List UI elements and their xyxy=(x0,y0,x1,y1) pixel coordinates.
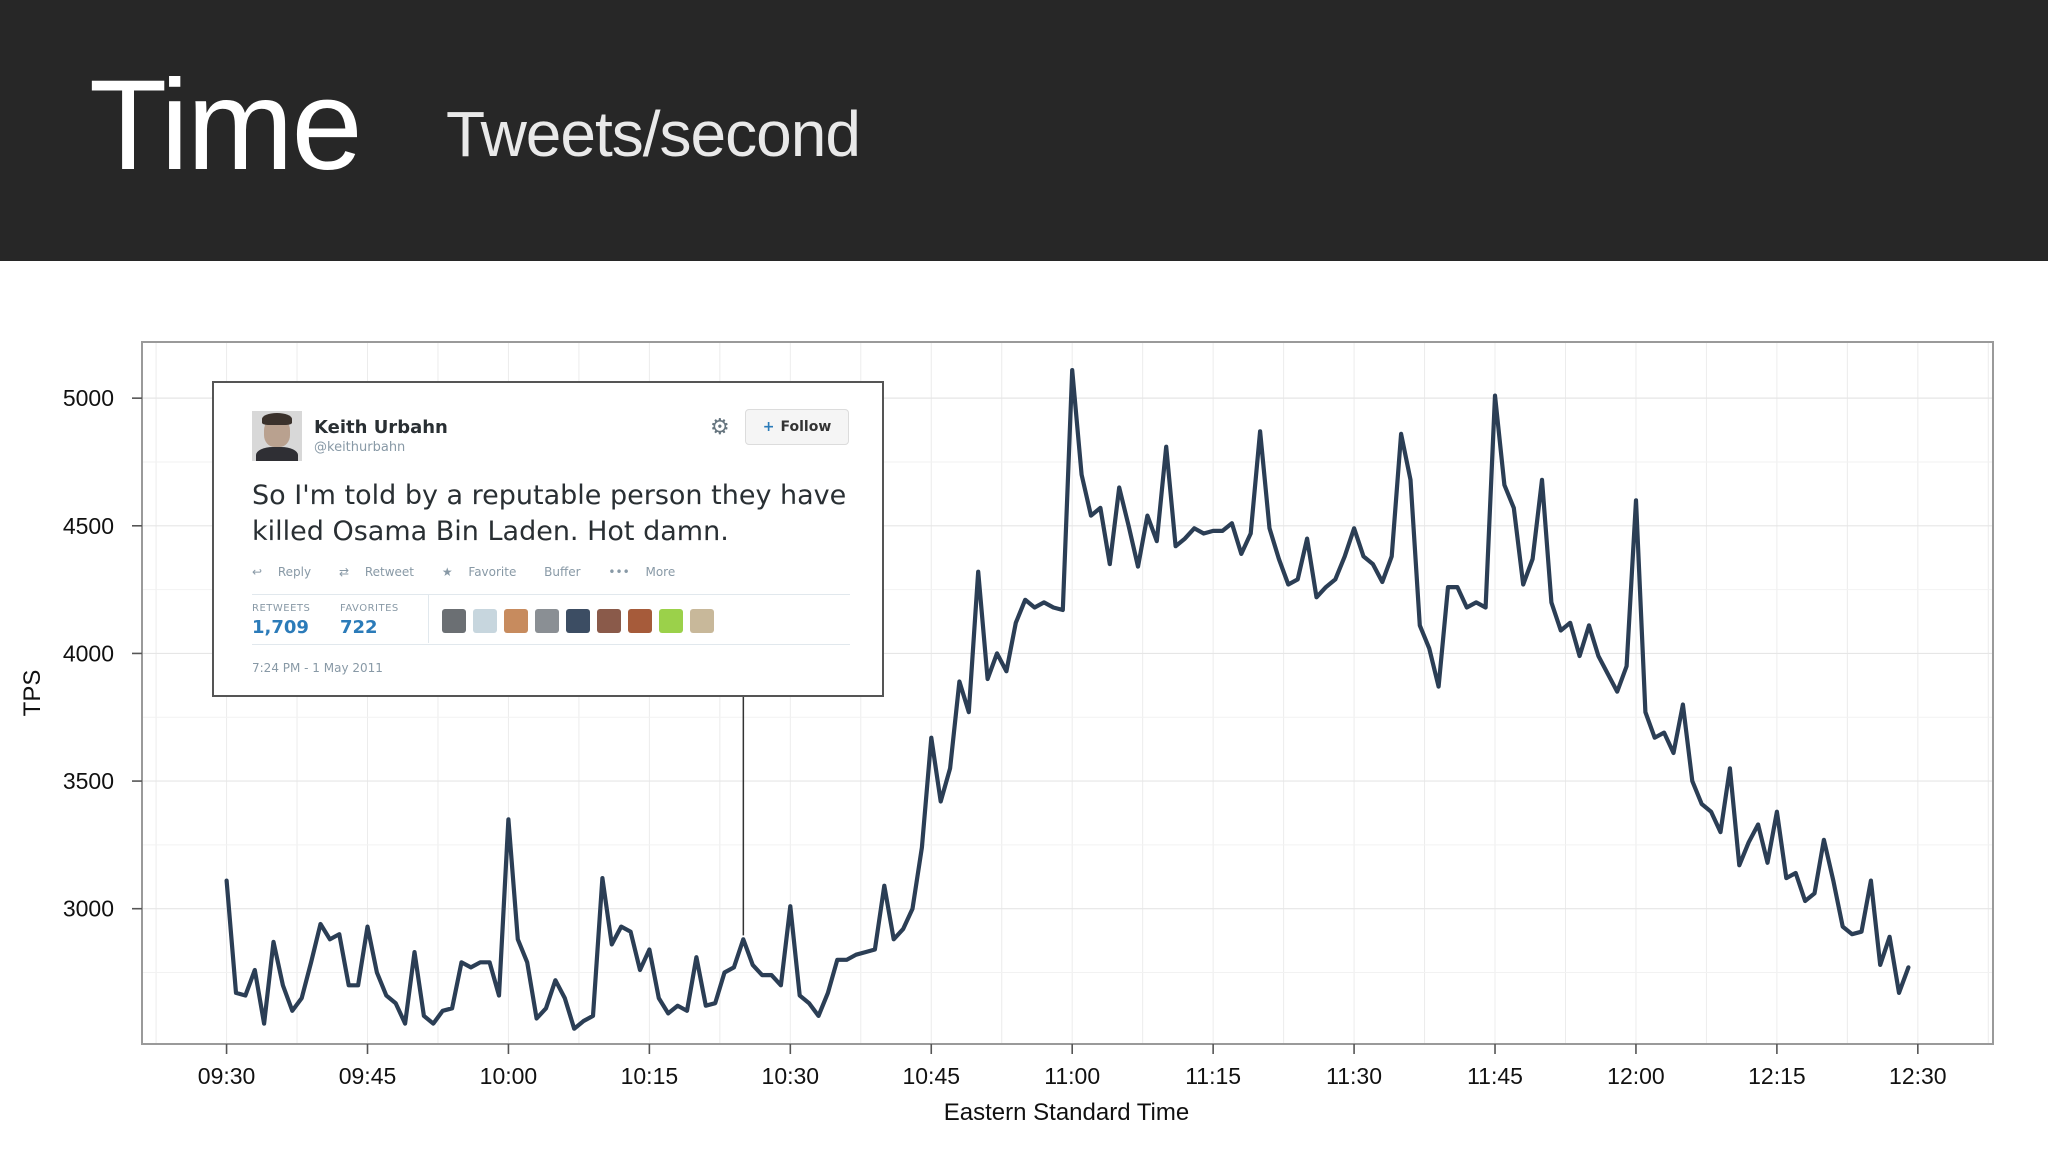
divider xyxy=(428,595,429,643)
buffer-action[interactable]: Buffer xyxy=(544,565,581,579)
x-tick-label: 09:30 xyxy=(198,1063,256,1089)
avatar xyxy=(252,411,302,461)
divider xyxy=(252,644,850,645)
avatar[interactable] xyxy=(628,609,652,633)
tweet-author-handle: @keithurbahn xyxy=(314,440,406,455)
x-tick-label: 10:45 xyxy=(902,1063,960,1089)
tweet-author-name: Keith Urbahn xyxy=(314,417,448,438)
add-user-icon: + xyxy=(762,419,775,435)
more-action[interactable]: ••• More xyxy=(608,565,676,579)
y-tick-label: 3000 xyxy=(63,896,114,922)
reply-action[interactable]: ↩ Reply xyxy=(252,565,312,579)
avatar[interactable] xyxy=(442,609,466,633)
y-tick-label: 3500 xyxy=(63,768,114,794)
favorites-count[interactable]: 722 xyxy=(340,617,378,638)
star-icon: ★ xyxy=(441,565,457,579)
x-tick-label: 11:15 xyxy=(1185,1063,1241,1089)
retweets-count[interactable]: 1,709 xyxy=(252,617,309,638)
x-axis-label: Eastern Standard Time xyxy=(944,1099,1189,1126)
x-tick-label: 10:15 xyxy=(621,1063,679,1089)
reply-icon: ↩ xyxy=(252,565,266,579)
tps-series-line xyxy=(224,368,1911,1031)
follow-label: Follow xyxy=(780,419,832,435)
y-tick-label: 4500 xyxy=(63,513,114,539)
x-tick-label: 12:15 xyxy=(1748,1063,1806,1089)
x-tick-label: 10:00 xyxy=(480,1063,538,1089)
favorites-label: FAVORITES xyxy=(340,603,399,614)
tweet-actions: ↩ Reply ⇄ Retweet ★ Favorite Buffer ••• … xyxy=(252,565,699,579)
embedded-tweet-card: Keith Urbahn @keithurbahn ⚙ + Follow So I… xyxy=(212,381,884,697)
x-tick-label: 11:30 xyxy=(1326,1063,1382,1089)
x-tick-label: 12:00 xyxy=(1607,1063,1665,1089)
avatar[interactable] xyxy=(504,609,528,633)
avatar[interactable] xyxy=(659,609,683,633)
y-tick-label: 4000 xyxy=(63,640,114,666)
y-axis-label: TPS xyxy=(19,670,46,717)
follow-button[interactable]: + Follow xyxy=(745,409,849,445)
retweets-label: RETWEETS xyxy=(252,603,311,614)
slide-header: Time Tweets/second xyxy=(0,0,2048,261)
divider xyxy=(252,594,850,595)
x-tick-label: 09:45 xyxy=(339,1063,397,1089)
avatar[interactable] xyxy=(597,609,621,633)
avatar[interactable] xyxy=(535,609,559,633)
favorite-action[interactable]: ★ Favorite xyxy=(441,565,517,579)
x-tick-label: 11:00 xyxy=(1044,1063,1100,1089)
avatar[interactable] xyxy=(690,609,714,633)
avatar[interactable] xyxy=(566,609,590,633)
x-tick-label: 12:30 xyxy=(1889,1063,1947,1089)
slide-title: Time xyxy=(89,54,363,197)
gear-icon[interactable]: ⚙ xyxy=(710,415,730,440)
retweet-action[interactable]: ⇄ Retweet xyxy=(338,565,414,579)
tweet-text: So I'm told by a reputable person they h… xyxy=(252,480,847,547)
plot-frame xyxy=(141,341,1994,1045)
slide-subtitle: Tweets/second xyxy=(446,98,861,170)
ellipsis-icon: ••• xyxy=(608,565,634,579)
retweet-icon: ⇄ xyxy=(338,565,353,579)
avatar[interactable] xyxy=(473,609,497,633)
y-tick-label: 5000 xyxy=(63,385,114,411)
tweet-timestamp[interactable]: 7:24 PM - 1 May 2011 xyxy=(252,661,383,675)
x-tick-label: 10:30 xyxy=(762,1063,820,1089)
x-tick-label: 11:45 xyxy=(1467,1063,1523,1089)
